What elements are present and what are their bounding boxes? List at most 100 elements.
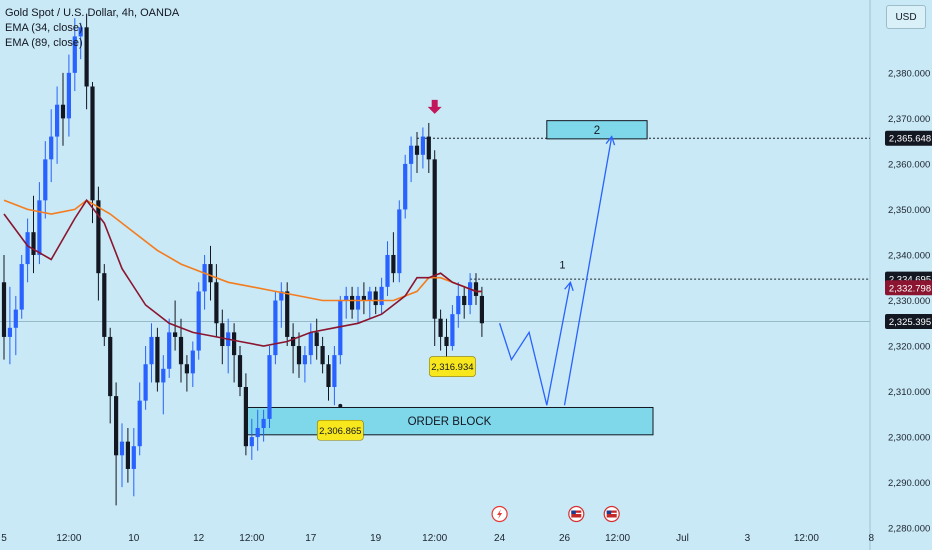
candle-up[interactable] (403, 154, 408, 219)
axis-price-label[interactable] (885, 313, 932, 329)
candle-down[interactable] (426, 122, 431, 174)
legend-ema-34[interactable]: EMA (34, close) (5, 22, 83, 34)
candle-down[interactable] (243, 373, 248, 456)
candle-up[interactable] (149, 323, 154, 383)
candle-up[interactable] (161, 355, 166, 415)
candle-up[interactable] (190, 341, 195, 388)
candle-down[interactable] (291, 323, 296, 374)
candle-down[interactable] (184, 355, 189, 392)
candle-up[interactable] (273, 291, 278, 365)
candle-up[interactable] (420, 127, 425, 169)
candle-down[interactable] (214, 264, 219, 337)
candle-down[interactable] (90, 81, 95, 224)
price-callout-text: 2,316.934 (431, 362, 473, 373)
candle-down[interactable] (102, 264, 107, 347)
candle-up[interactable] (78, 22, 83, 60)
candle-down[interactable] (350, 286, 355, 319)
candle-down[interactable] (96, 186, 101, 301)
candle-down[interactable] (479, 286, 484, 337)
down-arrow-icon[interactable] (427, 99, 442, 114)
candle-up[interactable] (49, 109, 54, 183)
candle-down[interactable] (391, 232, 396, 283)
candle-up[interactable] (131, 427, 136, 497)
candle-up[interactable] (119, 423, 125, 488)
candle-down[interactable] (31, 195, 36, 274)
candle-down[interactable] (220, 309, 225, 365)
candle-body (261, 418, 266, 428)
currency-button[interactable]: USD (886, 5, 926, 29)
candle-up[interactable] (226, 318, 231, 374)
legend-symbol-title[interactable]: Gold Spot / U.S. Dollar, 4h, OANDA (5, 7, 180, 19)
candle-up[interactable] (308, 323, 313, 365)
candle-down[interactable] (60, 72, 66, 146)
candle-body (332, 355, 337, 388)
candle-down[interactable] (178, 318, 184, 383)
candle-up[interactable] (302, 346, 307, 383)
candle-down[interactable] (296, 332, 302, 378)
candle-down[interactable] (361, 282, 366, 315)
projection-path[interactable] (563, 136, 613, 406)
candle-up[interactable] (43, 141, 48, 219)
candle-down[interactable] (84, 13, 89, 110)
candle-up[interactable] (196, 282, 201, 360)
candle-up[interactable] (450, 305, 455, 351)
candle-down[interactable] (155, 327, 160, 392)
candle-down[interactable] (320, 336, 325, 374)
candle-down[interactable] (125, 427, 130, 483)
candle-up[interactable] (367, 286, 372, 319)
candle-up[interactable] (397, 200, 402, 283)
candle-down[interactable] (114, 382, 119, 506)
projection-path[interactable] (498, 282, 572, 406)
ema-89-line[interactable] (3, 199, 482, 302)
price-callout-box[interactable] (429, 356, 476, 377)
candle-up[interactable] (468, 273, 473, 315)
candle-up[interactable] (7, 286, 12, 365)
candle-up[interactable] (456, 282, 461, 328)
order-block-zone[interactable] (245, 406, 654, 436)
candle-up[interactable] (385, 241, 390, 296)
candle-down[interactable] (232, 323, 237, 383)
candle-up[interactable] (66, 54, 71, 137)
candle-up[interactable] (344, 286, 349, 319)
candle-up[interactable] (37, 182, 42, 265)
ema-34-line[interactable] (3, 198, 482, 347)
candle-up[interactable] (332, 346, 337, 406)
candle-up[interactable] (279, 282, 284, 328)
axis-price-label[interactable] (885, 280, 932, 296)
price-callout-box[interactable] (316, 419, 364, 441)
candle-up[interactable] (355, 286, 361, 324)
candle-up[interactable] (25, 218, 30, 283)
candle-up[interactable] (267, 346, 272, 428)
candle-down[interactable] (414, 132, 420, 174)
candle-up[interactable] (249, 418, 254, 460)
legend-ema-89[interactable]: EMA (89, close) (5, 37, 83, 49)
candle-down[interactable] (108, 327, 113, 424)
candle-down[interactable] (285, 282, 290, 347)
candle-up[interactable] (409, 136, 414, 183)
candle-down[interactable] (1, 254, 7, 360)
candle-down[interactable] (314, 318, 319, 360)
axis-price-label[interactable] (885, 130, 932, 146)
candle-up[interactable] (379, 277, 384, 315)
candle-down[interactable] (432, 150, 437, 347)
target-zone-2[interactable] (546, 120, 648, 140)
candle-down[interactable] (473, 273, 479, 306)
candle-up[interactable] (261, 409, 266, 442)
candle-down[interactable] (237, 346, 243, 397)
candle-up[interactable] (72, 18, 77, 92)
candle-up[interactable] (202, 254, 207, 310)
candle-up[interactable] (137, 382, 142, 456)
candle-up[interactable] (19, 254, 24, 319)
candle-down[interactable] (326, 355, 331, 401)
candle-down[interactable] (462, 286, 467, 319)
candle-down[interactable] (208, 245, 213, 301)
candle-up[interactable] (338, 295, 343, 365)
candle-up[interactable] (255, 409, 260, 451)
candle-up[interactable] (13, 295, 18, 356)
candle-down[interactable] (438, 309, 443, 351)
candle-up[interactable] (143, 346, 148, 410)
candle-up[interactable] (167, 318, 172, 378)
candle-up[interactable] (55, 86, 60, 164)
